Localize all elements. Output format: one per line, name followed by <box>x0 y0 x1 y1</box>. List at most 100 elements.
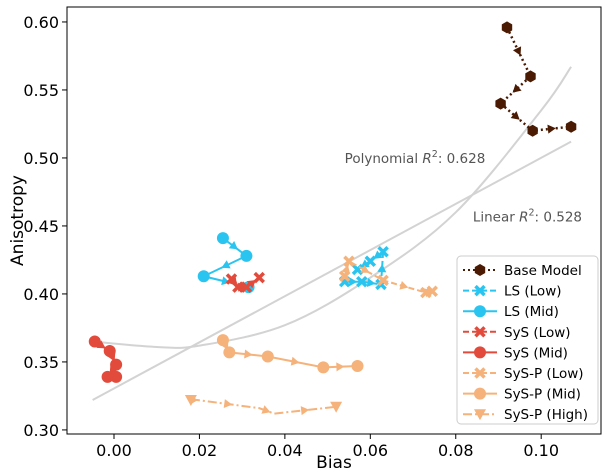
data-point <box>377 246 389 258</box>
series-line <box>344 249 385 286</box>
data-point <box>232 281 244 293</box>
data-point <box>364 255 377 268</box>
series-line <box>498 26 572 133</box>
legend-label: SyS (Mid) <box>504 345 568 361</box>
legend-marker <box>474 387 486 400</box>
y-axis-label: Anisotropy <box>8 175 28 266</box>
direction-arrow <box>512 46 522 56</box>
legend-marker <box>474 367 486 379</box>
data-point <box>351 263 364 276</box>
linear-fit-label: Linear R2: 0.528 <box>473 207 582 225</box>
series-sys-p-low <box>338 255 438 299</box>
direction-arrow <box>223 399 233 409</box>
legend-entry: SyS (Mid) <box>463 345 568 361</box>
legend-entry: SyS-P (High) <box>463 407 588 423</box>
legend-marker <box>474 346 486 359</box>
data-point <box>240 249 253 262</box>
legend-label: Base Model <box>504 263 582 279</box>
data-point <box>377 274 389 287</box>
legend-label: LS (Mid) <box>504 304 559 320</box>
y-tick-label: 0.30 <box>23 421 59 440</box>
legend-entry: SyS (Low) <box>463 325 571 341</box>
data-point <box>426 285 438 297</box>
data-point <box>253 271 265 284</box>
direction-arrow <box>366 278 376 287</box>
direction-arrow <box>221 260 231 269</box>
data-series <box>88 21 577 416</box>
x-tick-label: 0.10 <box>523 441 559 460</box>
series-base-model <box>495 21 577 137</box>
data-point <box>356 275 368 288</box>
legend-marker <box>474 284 486 297</box>
data-point <box>495 97 506 110</box>
axis-ticks: 0.00 0.02 0.04 0.06 0.08 0.10 0.30 0.35 0.40 0.45… <box>23 13 559 460</box>
y-tick-label: 0.60 <box>23 13 59 32</box>
legend-entry: SyS-P (Mid) <box>463 387 581 403</box>
y-tick-label: 0.50 <box>23 149 59 168</box>
direction-arrow <box>360 264 370 273</box>
legend-entry: Base Model <box>463 263 582 279</box>
polynomial-fit-line <box>92 66 572 349</box>
direction-arrow <box>349 277 358 287</box>
data-point <box>525 70 536 83</box>
y-tick-label: 0.45 <box>23 217 59 236</box>
direction-arrow <box>512 83 522 93</box>
data-point <box>501 21 513 34</box>
direction-arrow <box>399 281 409 290</box>
data-point <box>216 232 229 245</box>
data-point <box>330 401 343 413</box>
series-sys-p-high <box>184 395 343 416</box>
y-tick-label: 0.35 <box>23 353 59 372</box>
data-point <box>197 270 210 283</box>
x-axis-label: Bias <box>316 453 352 472</box>
legend-entry: SyS-P (Low) <box>463 366 584 382</box>
linear-fit-line <box>92 140 572 401</box>
fit-labels: Polynomial R2: 0.628 Linear R2: 0.528 <box>345 149 582 225</box>
y-tick-label: 0.40 <box>23 285 59 304</box>
legend-label: SyS (Low) <box>504 325 571 341</box>
data-point <box>216 334 229 347</box>
series-sys-mid <box>88 335 123 383</box>
legend-marker <box>474 305 486 318</box>
data-point <box>565 120 577 133</box>
legend: Base Model LS (Low) LS (Mid) SyS (Low) SyS (… <box>456 255 599 425</box>
x-tick-label: 0.06 <box>352 441 388 460</box>
direction-arrow <box>290 356 300 366</box>
data-point <box>351 360 364 373</box>
plot-frame <box>66 6 602 435</box>
data-point <box>527 124 538 137</box>
direction-arrow <box>261 405 271 414</box>
x-tick-label: 0.02 <box>182 441 218 460</box>
direction-arrow <box>336 362 345 372</box>
x-tick-label: 0.00 <box>96 441 132 460</box>
data-point <box>184 395 197 407</box>
y-tick-label: 0.55 <box>23 81 59 100</box>
data-point <box>101 370 114 383</box>
data-point <box>110 370 123 383</box>
legend-box <box>456 255 599 425</box>
direction-arrow <box>377 264 387 273</box>
series-sys-p-mid <box>216 334 364 374</box>
legend-label: LS (Low) <box>504 284 562 300</box>
direction-arrow <box>244 349 253 359</box>
direction-arrow <box>547 124 556 134</box>
legend-label: SyS-P (Low) <box>504 366 584 382</box>
direction-arrow <box>96 340 106 349</box>
direction-arrow <box>510 111 520 120</box>
data-point <box>240 281 253 293</box>
legend-marker <box>474 409 486 421</box>
x-tick-label: 0.08 <box>438 441 474 460</box>
legend-label: SyS-P (Mid) <box>504 387 581 403</box>
data-point <box>88 335 101 348</box>
data-point <box>110 358 123 371</box>
data-point <box>317 361 330 374</box>
legend-marker <box>474 264 486 276</box>
data-point <box>343 255 355 268</box>
series-sys-low <box>225 271 265 293</box>
legend-marker <box>474 326 486 338</box>
x-tick-label: 0.04 <box>267 441 303 460</box>
fit-curves <box>92 66 572 401</box>
legend-label: SyS-P (High) <box>504 407 588 423</box>
direction-arrow <box>300 406 310 416</box>
